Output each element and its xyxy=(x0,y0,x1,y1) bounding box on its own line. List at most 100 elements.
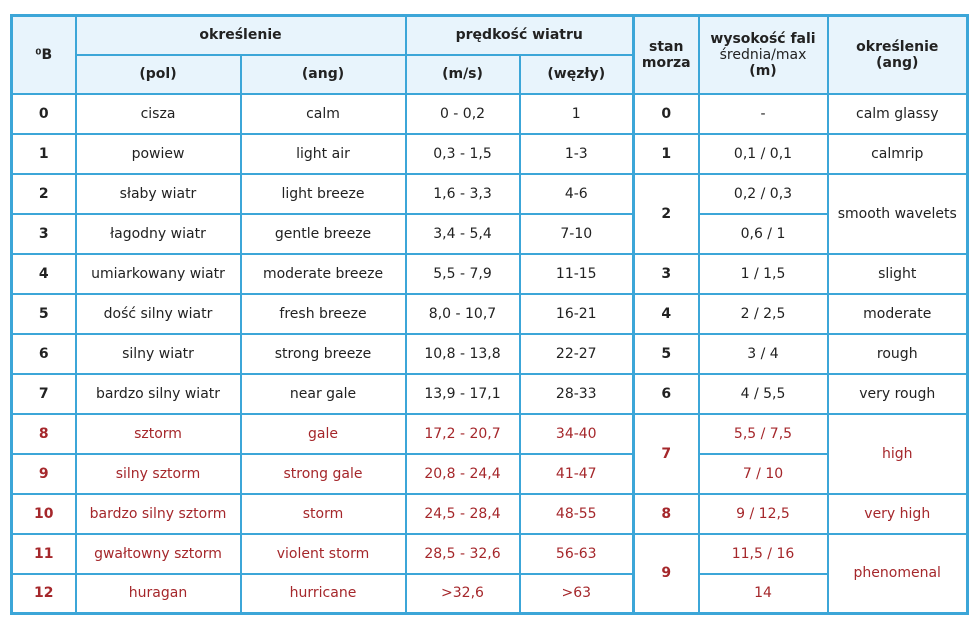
header-okreslenie-ang-title: określenie xyxy=(856,38,939,55)
table-row: 1 powiew light air 0,3 - 1,5 1-3 1 0,1 / 0,1 ca… xyxy=(10,132,969,175)
table-row: 2 słaby wiatr light breeze 1,6 - 3,3 4-6 2 0,2… xyxy=(10,172,969,255)
speed-knots: 1 xyxy=(518,92,635,135)
description-ang: calm xyxy=(239,92,407,135)
wave-height: - xyxy=(697,92,829,135)
sea-state: 6 xyxy=(632,372,700,415)
sea-description: moderate xyxy=(826,292,969,335)
description-pol: huragan xyxy=(74,572,242,615)
sea-description: very rough xyxy=(826,372,969,415)
speed-knots: >63 xyxy=(518,572,635,615)
description-ang: strong breeze xyxy=(239,332,407,375)
header-pol: (pol) xyxy=(74,53,242,95)
speed-knots: 7-10 xyxy=(518,212,635,255)
description-ang: light breeze xyxy=(239,172,407,215)
speed-ms: 10,8 - 13,8 xyxy=(404,332,521,375)
beaufort-number: 10 xyxy=(10,492,77,535)
wave-height: 0,6 / 1 xyxy=(697,212,829,255)
description-pol: dość silny wiatr xyxy=(74,292,242,335)
table-row: 4 umiarkowany wiatr moderate breeze 5,5 - 7… xyxy=(10,252,969,295)
speed-ms: 0,3 - 1,5 xyxy=(404,132,521,175)
speed-knots: 41-47 xyxy=(518,452,635,495)
wave-height: 0,1 / 0,1 xyxy=(697,132,829,175)
header-ms: (m/s) xyxy=(404,53,521,95)
wave-height: 14 xyxy=(697,572,829,615)
wave-height: 11,5 / 16 xyxy=(697,532,829,575)
wave-height: 1 / 1,5 xyxy=(697,252,829,295)
table-row: 6 silny wiatr strong breeze 10,8 - 13,8 22-2… xyxy=(10,332,969,375)
header-wysokosc-sub: średnia/max xyxy=(719,46,807,63)
sea-state: 2 xyxy=(632,172,700,255)
sea-state: 0 xyxy=(632,92,700,135)
sea-state: 1 xyxy=(632,132,700,175)
table-row: 0 cisza calm 0 - 0,2 1 0- calm glassy xyxy=(10,92,969,135)
description-pol: sztorm xyxy=(74,412,242,455)
beaufort-number: 6 xyxy=(10,332,77,375)
description-pol: powiew xyxy=(74,132,242,175)
wave-height: 2 / 2,5 xyxy=(697,292,829,335)
sea-state: 5 xyxy=(632,332,700,375)
speed-ms: 0 - 0,2 xyxy=(404,92,521,135)
header-okreslenie: określenie xyxy=(74,14,407,56)
table-row: 5 dość silny wiatr fresh breeze 8,0 - 10,7 1… xyxy=(10,292,969,335)
description-ang: storm xyxy=(239,492,407,535)
description-pol: silny wiatr xyxy=(74,332,242,375)
sea-description: calmrip xyxy=(826,132,969,175)
beaufort-number: 0 xyxy=(10,92,77,135)
speed-knots: 4-6 xyxy=(518,172,635,215)
speed-ms: 5,5 - 7,9 xyxy=(404,252,521,295)
beaufort-number: 11 xyxy=(10,532,77,575)
speed-ms: 20,8 - 24,4 xyxy=(404,452,521,495)
beaufort-number: 7 xyxy=(10,372,77,415)
description-ang: fresh breeze xyxy=(239,292,407,335)
sea-description: phenomenal xyxy=(826,532,969,615)
wave-height: 5,5 / 7,5 xyxy=(697,412,829,455)
header-okreslenie-ang: określenie (ang) xyxy=(826,14,969,95)
wave-height: 9 / 12,5 xyxy=(697,492,829,535)
header-predkosc-wiatru: prędkość wiatru xyxy=(404,14,635,56)
wave-height: 0,2 / 0,3 xyxy=(697,172,829,215)
description-pol: słaby wiatr xyxy=(74,172,242,215)
description-pol: bardzo silny wiatr xyxy=(74,372,242,415)
beaufort-number: 2 xyxy=(10,172,77,215)
table-row: 10 bardzo silny sztorm storm 24,5 - 28,4 48-… xyxy=(10,492,969,535)
description-ang: near gale xyxy=(239,372,407,415)
description-pol: silny sztorm xyxy=(74,452,242,495)
beaufort-number: 1 xyxy=(10,132,77,175)
speed-ms: 8,0 - 10,7 xyxy=(404,292,521,335)
wave-height: 4 / 5,5 xyxy=(697,372,829,415)
speed-ms: >32,6 xyxy=(404,572,521,615)
beaufort-number: 12 xyxy=(10,572,77,615)
speed-ms: 1,6 - 3,3 xyxy=(404,172,521,215)
sea-description: smooth wavelets xyxy=(826,172,969,255)
description-pol: bardzo silny sztorm xyxy=(74,492,242,535)
header-stan-morza: stan morza xyxy=(632,14,700,95)
speed-knots: 16-21 xyxy=(518,292,635,335)
speed-ms: 28,5 - 32,6 xyxy=(404,532,521,575)
header-wysokosc-title: wysokość fali xyxy=(710,30,816,47)
sea-description: high xyxy=(826,412,969,495)
wave-height: 3 / 4 xyxy=(697,332,829,375)
sea-state: 7 xyxy=(632,412,700,495)
table-row: 9 silny sztorm strong gale 20,8 - 24,4 41-47… xyxy=(10,452,968,495)
description-pol: gwałtowny sztorm xyxy=(74,532,242,575)
speed-knots: 28-33 xyxy=(518,372,635,415)
beaufort-number: 8 xyxy=(10,412,77,455)
header-wysokosc-fali: wysokość fali średnia/max (m) xyxy=(697,14,829,95)
table-row: 8 sztorm gale 17,2 - 20,7 34-40 7 5,5 / 7,5 hig… xyxy=(10,412,969,495)
beaufort-number: 3 xyxy=(10,212,77,255)
speed-ms: 17,2 - 20,7 xyxy=(404,412,521,455)
header-wysokosc-unit: (m) xyxy=(749,62,777,79)
speed-knots: 1-3 xyxy=(518,132,635,175)
description-ang: strong gale xyxy=(239,452,407,495)
description-ang: gentle breeze xyxy=(239,212,407,255)
speed-ms: 3,4 - 5,4 xyxy=(404,212,521,255)
speed-ms: 24,5 - 28,4 xyxy=(404,492,521,535)
header-okreslenie-ang-sub: (ang) xyxy=(876,54,919,71)
speed-knots: 22-27 xyxy=(518,332,635,375)
table-row: 7 bardzo silny wiatr near gale 13,9 - 17,1 2… xyxy=(10,372,969,415)
beaufort-scale-table: ⁰B określenie prędkość wiatru stan morza… xyxy=(10,14,969,615)
sea-description: slight xyxy=(826,252,969,295)
table-body: 0 cisza calm 0 - 0,2 1 0- calm glassy 1 powiew li… xyxy=(10,92,969,615)
speed-knots: 11-15 xyxy=(518,252,635,295)
speed-knots: 34-40 xyxy=(518,412,635,455)
